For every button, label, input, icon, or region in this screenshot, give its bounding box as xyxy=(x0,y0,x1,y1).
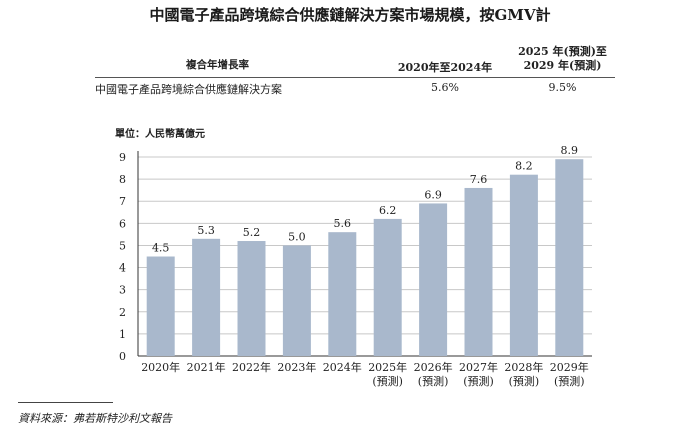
bar xyxy=(555,159,584,356)
x-tick-label: 2023年 xyxy=(277,360,316,374)
y-tick-label: 1 xyxy=(119,328,126,341)
bar-value-label: 5.2 xyxy=(243,226,261,239)
y-tick-label: 3 xyxy=(119,284,126,297)
bar-value-label: 5.6 xyxy=(334,217,352,230)
bar-value-label: 5.0 xyxy=(288,230,306,243)
x-tick-label: 2028年 xyxy=(504,360,543,374)
x-tick-label: 2025年 xyxy=(368,360,407,374)
y-tick-label: 2 xyxy=(119,306,126,319)
x-tick-label: 2026年 xyxy=(414,360,453,374)
x-tick-label: 2029年 xyxy=(550,360,589,374)
bar xyxy=(146,256,175,356)
source-divider xyxy=(18,402,113,403)
chart-title: 中國電子產品跨境綜合供應鏈解決方案市場規模，按GMV計 xyxy=(149,6,551,24)
y-tick-label: 9 xyxy=(119,151,126,164)
bar xyxy=(328,232,357,356)
cagr-header-forecast: 2025 年(預測)至 2029 年(預測) xyxy=(510,45,615,73)
x-tick-label: 2021年 xyxy=(187,360,226,374)
bar xyxy=(373,218,402,356)
bar-value-label: 6.2 xyxy=(379,204,397,217)
x-tick-label: 2027年 xyxy=(459,360,498,374)
x-tick-sublabel: (預測) xyxy=(463,374,494,388)
cagr-header-historical: 2020年至2024年 xyxy=(397,61,493,74)
bar xyxy=(509,174,538,356)
cagr-header-forecast-line1: 2025 年(預測)至 xyxy=(518,45,607,58)
x-tick-sublabel: (預測) xyxy=(554,374,585,388)
unit-label: 單位：人民幣萬億元 xyxy=(115,129,205,140)
cagr-data-row: 中國電子產品跨境綜合供應鏈解決方案 5.6% 9.5% xyxy=(95,78,615,98)
y-tick-label: 0 xyxy=(119,350,126,363)
y-tick-label: 5 xyxy=(119,239,126,252)
x-tick-sublabel: (預測) xyxy=(418,374,449,388)
y-tick-label: 4 xyxy=(119,262,126,275)
bar xyxy=(282,245,311,356)
y-tick-label: 8 xyxy=(119,173,126,186)
bar-value-label: 6.9 xyxy=(424,188,442,201)
y-tick-label: 6 xyxy=(119,217,126,230)
x-tick-label: 2024年 xyxy=(323,360,362,374)
y-tick-label: 7 xyxy=(119,195,126,208)
cagr-header-row: 複合年增長率 2020年至2024年 2025 年(預測)至 2029 年(預測… xyxy=(95,45,615,78)
bar-value-label: 5.3 xyxy=(197,224,215,237)
cagr-header-label: 複合年增長率 xyxy=(186,59,249,71)
x-tick-sublabel: (預測) xyxy=(372,374,403,388)
bar-value-label: 8.9 xyxy=(561,144,579,157)
bar xyxy=(192,238,221,356)
bar-value-label: 8.2 xyxy=(515,160,533,173)
source-note: 資料來源：弗若斯特沙利文報告 xyxy=(18,412,172,425)
cagr-header-forecast-line2: 2029 年(預測) xyxy=(523,59,602,72)
bar xyxy=(464,187,493,356)
bar-value-label: 4.5 xyxy=(152,242,170,255)
cagr-forecast-value: 9.5% xyxy=(548,81,577,94)
bar xyxy=(419,203,448,356)
cagr-historical-value: 5.6% xyxy=(431,81,459,94)
x-tick-label: 2022年 xyxy=(232,360,271,374)
bar xyxy=(237,241,266,356)
bar-value-label: 7.6 xyxy=(470,173,488,186)
cagr-row-label: 中國電子產品跨境綜合供應鏈解決方案 xyxy=(95,83,282,96)
x-tick-sublabel: (預測) xyxy=(509,374,540,388)
x-tick-label: 2020年 xyxy=(141,360,180,374)
